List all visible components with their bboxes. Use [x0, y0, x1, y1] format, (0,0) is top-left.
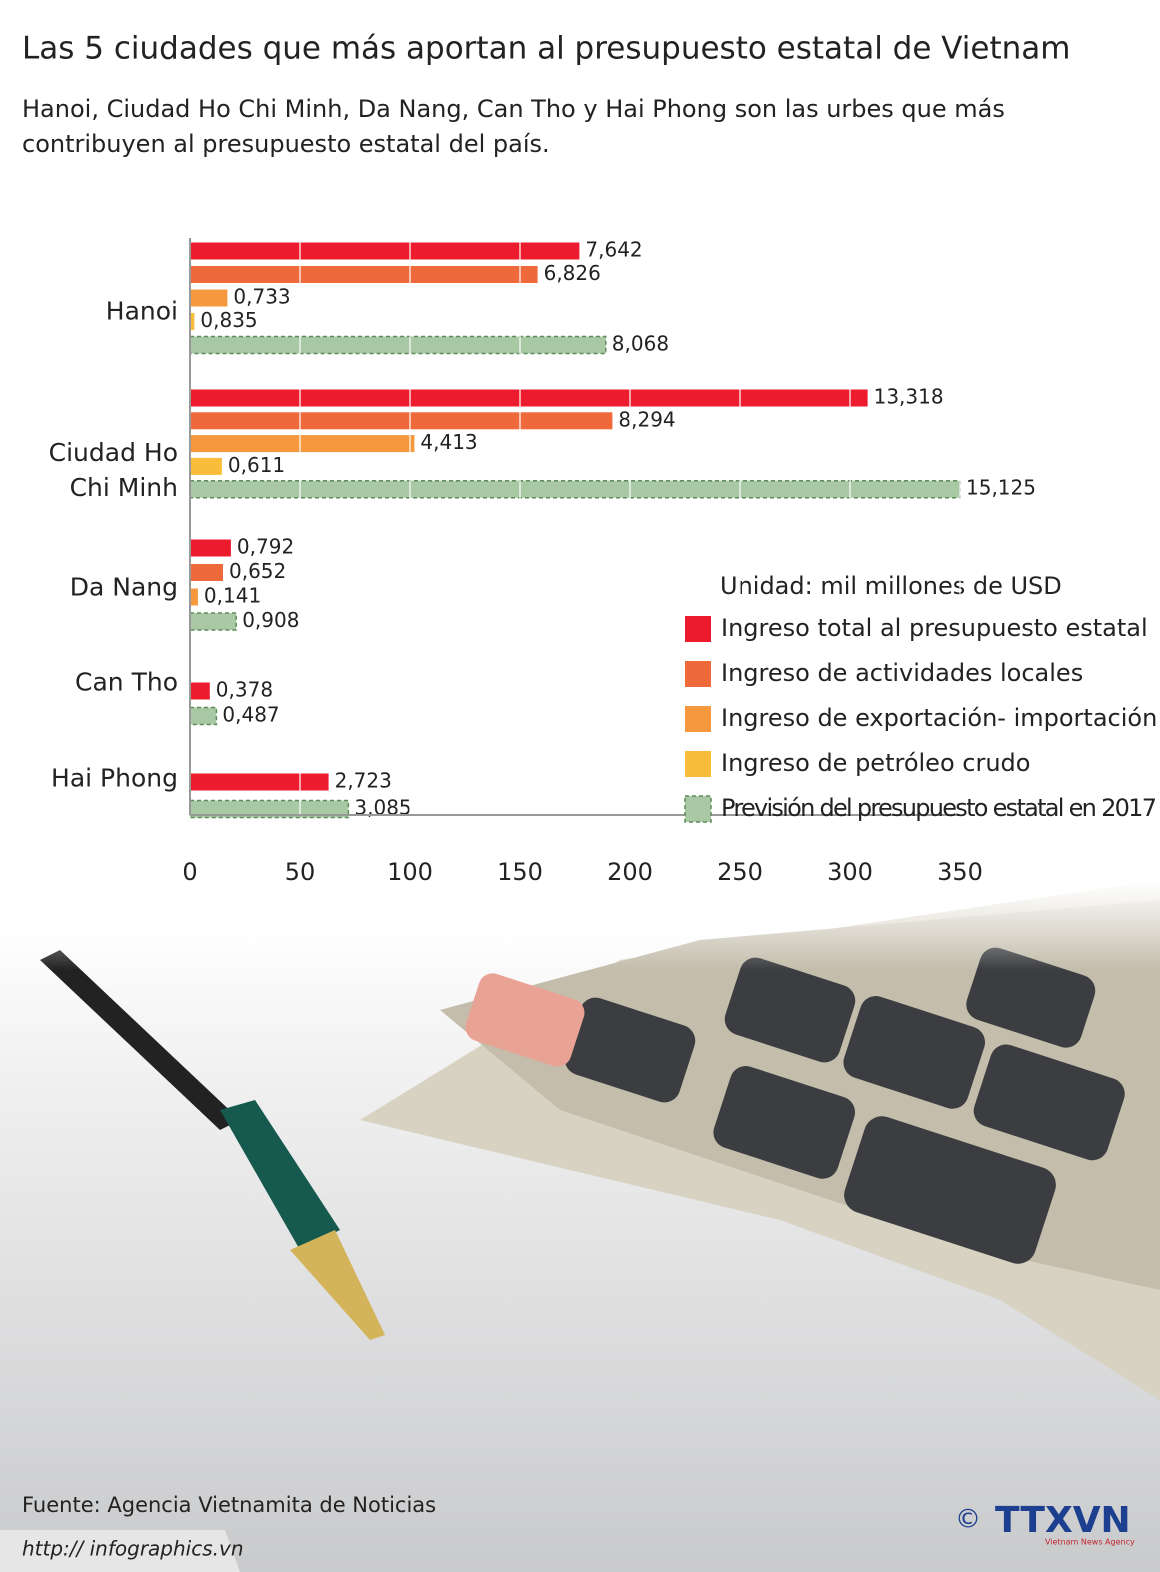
bar	[190, 564, 223, 581]
unit-note: Unidad: mil millones de USD	[720, 572, 1062, 600]
legend-swatch	[685, 751, 711, 777]
value-label: 8,068	[612, 332, 669, 356]
bar	[190, 682, 210, 700]
value-label: 13,318	[874, 385, 944, 409]
bar	[190, 773, 329, 791]
value-label: 0,378	[216, 678, 273, 702]
value-label: 0,908	[242, 608, 299, 632]
category-label: Hai Phong	[51, 763, 178, 793]
value-label: 8,294	[618, 407, 675, 431]
bar	[189, 799, 350, 819]
category-label: Can Tho	[75, 667, 178, 697]
legend-swatch	[685, 616, 711, 642]
x-tick-label: 200	[607, 858, 653, 886]
bar	[190, 435, 415, 453]
value-label: 6,826	[544, 261, 601, 285]
value-label: 0,487	[222, 703, 279, 727]
chart-title: Las 5 ciudades que más aportan al presup…	[22, 31, 1070, 67]
x-tick-label: 150	[497, 858, 543, 886]
legend-swatch	[685, 661, 711, 687]
x-tick-label: 300	[827, 858, 873, 886]
bar	[190, 457, 222, 475]
url: http:// infographics.vn	[22, 1537, 244, 1561]
legend-label: Ingreso total al presupuesto estatal	[721, 614, 1148, 642]
bar	[190, 313, 195, 330]
bar	[190, 242, 580, 260]
logo: TTXVN	[995, 1500, 1131, 1541]
value-label: 15,125	[966, 476, 1036, 500]
value-label: 4,413	[420, 430, 477, 454]
copyright: ©	[955, 1505, 981, 1535]
bar	[190, 588, 198, 606]
legend-swatch	[684, 795, 712, 823]
value-label: 0,835	[200, 308, 257, 332]
bar	[189, 479, 961, 499]
value-label: 0,141	[204, 584, 261, 608]
category-label: Da Nang	[69, 572, 178, 602]
source: Fuente: Agencia Vietnamita de Noticias	[22, 1493, 436, 1517]
bar	[189, 706, 218, 726]
value-label: 0,611	[228, 453, 285, 477]
x-tick-label: 0	[182, 858, 197, 886]
bar	[190, 389, 868, 407]
legend-label: Ingreso de actividades locales	[721, 659, 1083, 687]
x-tick-label: 100	[387, 858, 433, 886]
value-label: 0,733	[233, 285, 290, 309]
bar	[189, 335, 607, 355]
logo-sub: Vietnam News Agency	[1045, 1538, 1135, 1547]
chart-subtitle: Hanoi, Ciudad Ho Chi Minh, Da Nang, Can …	[22, 95, 1005, 158]
legend-label: Ingreso de exportación- importación	[721, 704, 1157, 732]
value-label: 7,642	[585, 238, 642, 262]
value-label: 2,723	[335, 769, 392, 793]
legend-label: Ingreso de petróleo crudo	[721, 749, 1030, 777]
legend-swatch	[685, 706, 711, 732]
category-label: Ciudad Ho Chi Minh	[48, 438, 178, 502]
x-tick-label: 350	[937, 858, 983, 886]
category-label: Hanoi	[105, 296, 178, 326]
value-label: 0,652	[229, 559, 286, 583]
bar	[189, 612, 237, 631]
bar	[190, 266, 538, 283]
subtitle-box: Hanoi, Ciudad Ho Chi Minh, Da Nang, Can …	[22, 95, 1005, 158]
x-tick-label: 250	[717, 858, 763, 886]
legend-label: Previsión del presupuesto estatal en 201…	[721, 794, 1157, 822]
bar	[190, 289, 228, 307]
x-tick-label: 50	[285, 858, 316, 886]
value-label: 0,792	[237, 535, 294, 559]
bar	[190, 539, 231, 557]
bar	[190, 412, 613, 430]
